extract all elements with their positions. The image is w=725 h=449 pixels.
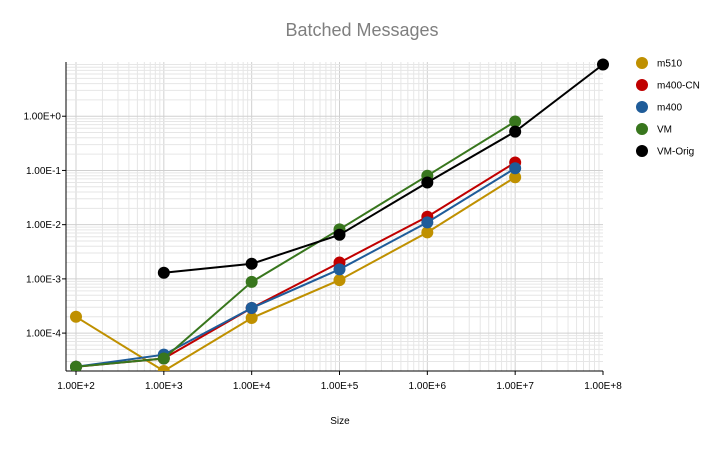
y-tick-label: 1.00E+0 [23, 112, 61, 123]
data-point [245, 302, 258, 315]
legend-marker [636, 101, 648, 113]
x-tick-label: 1.00E+5 [321, 381, 359, 392]
legend-item: m400 [636, 101, 682, 114]
legend-marker [636, 145, 648, 157]
x-tick-label: 1.00E+3 [145, 381, 183, 392]
data-point [333, 274, 346, 287]
legend-item: VM-Orig [636, 145, 694, 158]
data-point [245, 257, 258, 270]
legend-item: VM [636, 123, 672, 136]
data-point [421, 226, 434, 239]
y-tick-label: 1.00E-3 [26, 274, 61, 285]
grid [66, 62, 603, 372]
series-layer [70, 58, 609, 371]
data-point [70, 310, 82, 323]
legend-marker [636, 57, 648, 69]
data-point [70, 360, 82, 371]
axes: 1.00E+2 1.00E+3 1.00E+4 1.00E+5 1.00E+6 1.00E… [23, 62, 622, 392]
legend-label: VM [657, 125, 672, 136]
y-tick-label: 1.00E-4 [26, 329, 61, 340]
x-tick-label: 1.00E+7 [496, 381, 534, 392]
data-point [157, 365, 170, 371]
data-point [421, 216, 434, 229]
data-point [333, 263, 346, 276]
series-VM-Orig [157, 58, 609, 279]
data-point [509, 162, 522, 175]
chart-title: Batched Messages [285, 20, 438, 40]
x-tick-label: 1.00E+8 [584, 381, 622, 392]
legend-label: m400-CN [657, 81, 700, 92]
x-tick-label: 1.00E+4 [233, 381, 271, 392]
legend-label: VM-Orig [657, 147, 694, 158]
series-line [75, 120, 516, 368]
legend: m510 m400-CN m400 VM VM-Orig [636, 57, 700, 158]
legend-marker [636, 123, 648, 135]
data-point [421, 176, 434, 189]
legend-item: m400-CN [636, 79, 700, 92]
series-m510 [70, 171, 522, 371]
x-tick-label: 1.00E+6 [409, 381, 447, 392]
y-tick-label: 1.00E-2 [26, 220, 61, 231]
data-point [157, 266, 170, 279]
legend-marker [636, 79, 648, 91]
x-axis-title: Size [330, 416, 350, 427]
data-point [509, 115, 522, 128]
y-tick-label: 1.00E-1 [26, 166, 61, 177]
data-point [245, 311, 258, 324]
data-point [597, 58, 609, 71]
data-point [509, 125, 522, 138]
series-line [163, 63, 604, 274]
data-point [509, 171, 522, 184]
legend-item: m510 [636, 57, 682, 70]
series-line [75, 167, 516, 368]
legend-label: m510 [657, 59, 682, 70]
data-point [157, 352, 170, 365]
x-tick-label: 1.00E+2 [57, 381, 95, 392]
data-point [333, 228, 346, 241]
series-line [75, 176, 516, 371]
data-point [245, 275, 258, 288]
legend-label: m400 [657, 103, 682, 114]
